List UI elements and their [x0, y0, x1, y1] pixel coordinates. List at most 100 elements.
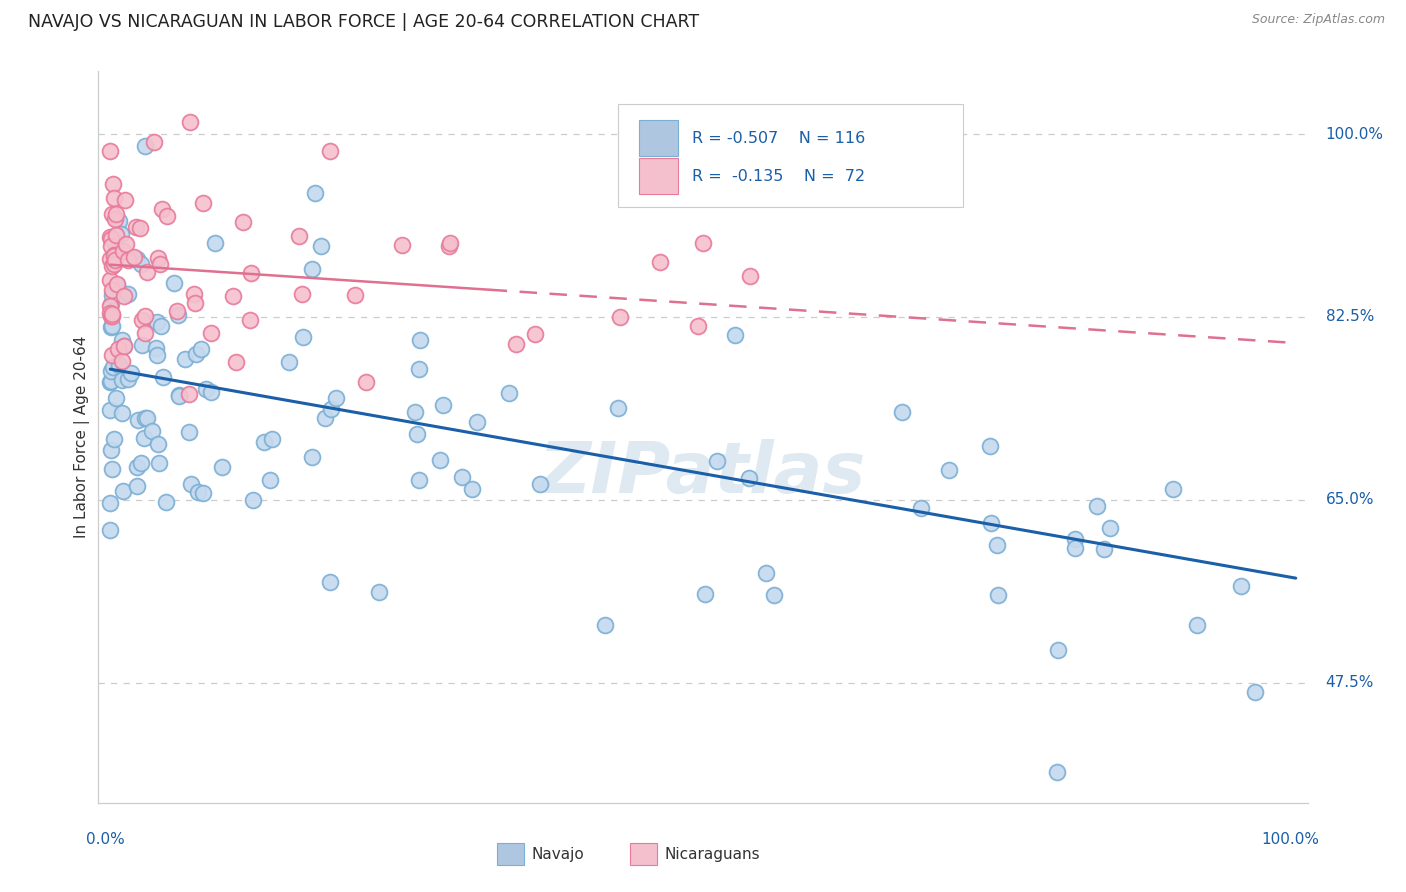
Point: [145, 341, 167, 355]
Point: [101, 257, 124, 271]
Point: [122, 251, 145, 265]
Point: [437, 238, 460, 252]
Point: [498, 386, 520, 401]
Point: [117, 252, 139, 267]
Point: [125, 252, 148, 267]
Point: [101, 260, 124, 274]
Point: [108, 358, 131, 372]
Point: [183, 287, 205, 301]
Point: [239, 266, 262, 280]
Text: ZIPatlas: ZIPatlas: [540, 439, 866, 508]
Point: [98, 273, 121, 287]
Point: [101, 283, 124, 297]
Point: [232, 215, 254, 229]
Point: [104, 207, 127, 221]
Point: [344, 287, 367, 301]
Point: [101, 306, 124, 320]
Point: [429, 453, 451, 467]
Point: [115, 236, 138, 251]
Point: [461, 483, 484, 497]
Point: [141, 424, 163, 438]
Point: [100, 297, 122, 311]
Point: [287, 229, 309, 244]
Text: Navajo: Navajo: [531, 847, 583, 862]
Text: R = -0.507    N = 116: R = -0.507 N = 116: [692, 131, 865, 146]
Point: [149, 257, 172, 271]
Point: [103, 191, 125, 205]
Point: [146, 315, 169, 329]
Point: [391, 238, 413, 252]
Point: [1046, 765, 1069, 780]
Point: [404, 405, 426, 419]
Point: [103, 177, 125, 191]
Point: [105, 277, 128, 291]
Point: [111, 244, 134, 259]
Y-axis label: In Labor Force | Age 20-64: In Labor Force | Age 20-64: [75, 336, 90, 538]
Point: [117, 287, 139, 301]
Point: [200, 385, 222, 400]
Point: [100, 348, 122, 362]
Point: [1161, 483, 1184, 497]
Point: [134, 139, 156, 153]
Point: [979, 439, 1001, 453]
Point: [129, 220, 152, 235]
Point: [890, 405, 912, 419]
Point: [191, 486, 214, 500]
Point: [114, 194, 136, 208]
Point: [104, 253, 127, 268]
Point: [190, 343, 212, 357]
Point: [111, 373, 134, 387]
Point: [111, 353, 134, 368]
Point: [146, 436, 169, 450]
Point: [724, 327, 747, 342]
Point: [1063, 533, 1085, 547]
Point: [177, 425, 200, 439]
Point: [105, 277, 128, 292]
Point: [100, 495, 122, 509]
Point: [291, 286, 314, 301]
Point: [319, 402, 342, 417]
Point: [242, 492, 264, 507]
Point: [609, 310, 631, 324]
Point: [98, 375, 121, 389]
Point: [1185, 617, 1208, 632]
Point: [148, 457, 170, 471]
Point: [125, 220, 148, 235]
Text: 100.0%: 100.0%: [1261, 832, 1320, 847]
Point: [319, 145, 342, 159]
Point: [309, 238, 332, 252]
Point: [104, 211, 127, 226]
Bar: [638, 120, 678, 156]
Point: [173, 351, 195, 366]
Point: [101, 309, 124, 323]
Point: [1099, 521, 1122, 535]
Point: [162, 277, 184, 291]
Point: [129, 456, 152, 470]
Point: [100, 306, 122, 320]
Point: [314, 410, 336, 425]
Text: R =  -0.135    N =  72: R = -0.135 N = 72: [692, 169, 865, 184]
Point: [762, 589, 785, 603]
Point: [134, 326, 156, 341]
Point: [100, 462, 122, 476]
Point: [1085, 500, 1108, 514]
Point: [225, 354, 247, 368]
Point: [111, 406, 134, 420]
Bar: [498, 843, 524, 865]
Point: [167, 389, 190, 403]
Text: 65.0%: 65.0%: [1326, 492, 1374, 508]
Point: [987, 588, 1010, 602]
Point: [100, 239, 122, 253]
Point: [177, 386, 200, 401]
Point: [693, 587, 716, 601]
Bar: [630, 843, 657, 865]
Point: [180, 476, 202, 491]
Point: [146, 348, 169, 362]
Point: [136, 411, 159, 425]
Point: [111, 333, 134, 347]
Point: [409, 333, 432, 347]
Point: [986, 537, 1008, 551]
Point: [179, 115, 201, 129]
Point: [1092, 541, 1115, 556]
Point: [101, 318, 124, 333]
